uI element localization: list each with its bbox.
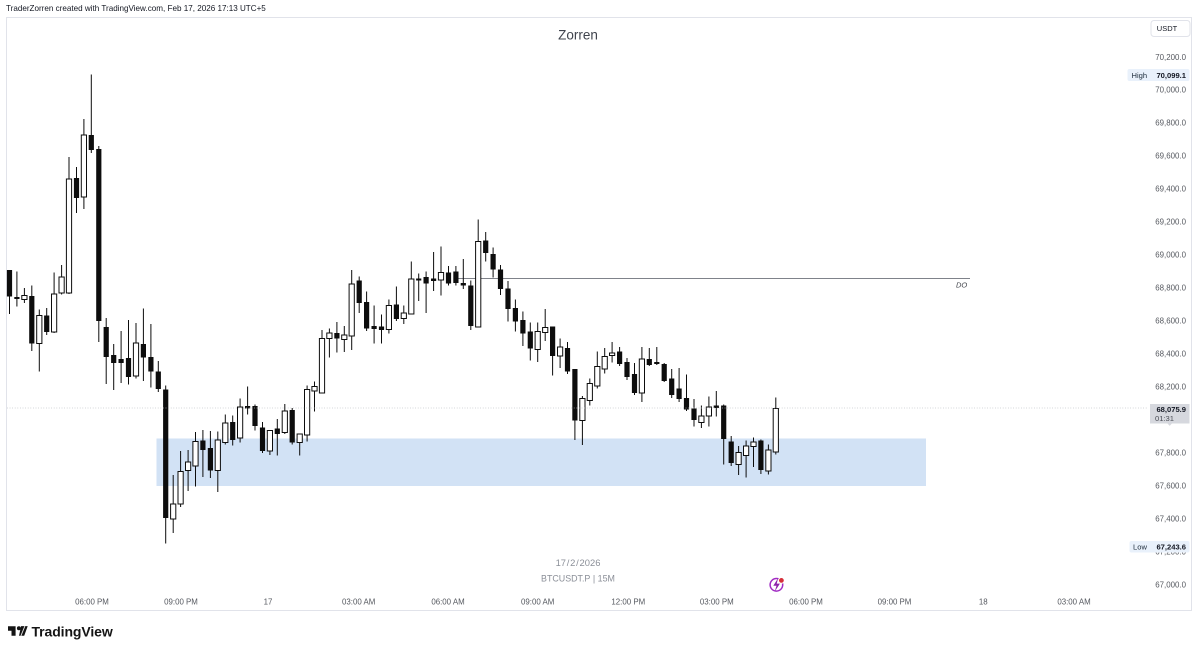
svg-text:DO: DO <box>956 281 967 290</box>
svg-text:67,400.0: 67,400.0 <box>1155 515 1186 524</box>
svg-text:TraderZorren created with Trad: TraderZorren created with TradingView.co… <box>6 4 266 13</box>
svg-text:High: High <box>1132 71 1148 80</box>
svg-text:67,243.6: 67,243.6 <box>1156 543 1186 552</box>
svg-text:68,600.0: 68,600.0 <box>1155 317 1186 326</box>
svg-text:70,200.0: 70,200.0 <box>1155 53 1186 62</box>
svg-text:70,099.1: 70,099.1 <box>1156 71 1186 80</box>
svg-text:09:00 AM: 09:00 AM <box>521 598 554 607</box>
svg-text:12:00 PM: 12:00 PM <box>611 598 645 607</box>
svg-text:68,800.0: 68,800.0 <box>1155 284 1186 293</box>
svg-text:70,000.0: 70,000.0 <box>1155 86 1186 95</box>
svg-text:BTCUSDT.P | 15M: BTCUSDT.P | 15M <box>541 574 615 584</box>
svg-text:69,200.0: 69,200.0 <box>1155 218 1186 227</box>
svg-text:Zorren: Zorren <box>558 28 598 43</box>
svg-text:USDT: USDT <box>1157 24 1178 33</box>
svg-text:TradingView: TradingView <box>32 623 113 639</box>
svg-text:17 / 2 / 2026: 17 / 2 / 2026 <box>556 557 601 568</box>
svg-text:67,000.0: 67,000.0 <box>1155 581 1186 590</box>
svg-text:03:00 PM: 03:00 PM <box>700 598 734 607</box>
svg-text:69,600.0: 69,600.0 <box>1155 152 1186 161</box>
svg-text:69,400.0: 69,400.0 <box>1155 185 1186 194</box>
svg-text:Low: Low <box>1133 543 1147 552</box>
svg-text:68,075.9: 68,075.9 <box>1156 405 1186 414</box>
svg-text:09:00 PM: 09:00 PM <box>164 598 198 607</box>
svg-text:06:00 AM: 06:00 AM <box>431 598 464 607</box>
svg-text:06:00 PM: 06:00 PM <box>789 598 823 607</box>
svg-text:68,400.0: 68,400.0 <box>1155 350 1186 359</box>
svg-text:17: 17 <box>264 598 273 607</box>
svg-text:09:00 PM: 09:00 PM <box>878 598 912 607</box>
svg-text:03:00 AM: 03:00 AM <box>1057 598 1090 607</box>
svg-text:06:00 PM: 06:00 PM <box>75 598 109 607</box>
svg-text:67,600.0: 67,600.0 <box>1155 482 1186 491</box>
svg-text:67,800.0: 67,800.0 <box>1155 449 1186 458</box>
svg-text:69,000.0: 69,000.0 <box>1155 251 1186 260</box>
svg-text:69,800.0: 69,800.0 <box>1155 119 1186 128</box>
svg-text:18: 18 <box>979 598 988 607</box>
svg-text:03:00 AM: 03:00 AM <box>342 598 375 607</box>
svg-text:68,200.0: 68,200.0 <box>1155 383 1186 392</box>
svg-text:01:31: 01:31 <box>1155 414 1174 423</box>
